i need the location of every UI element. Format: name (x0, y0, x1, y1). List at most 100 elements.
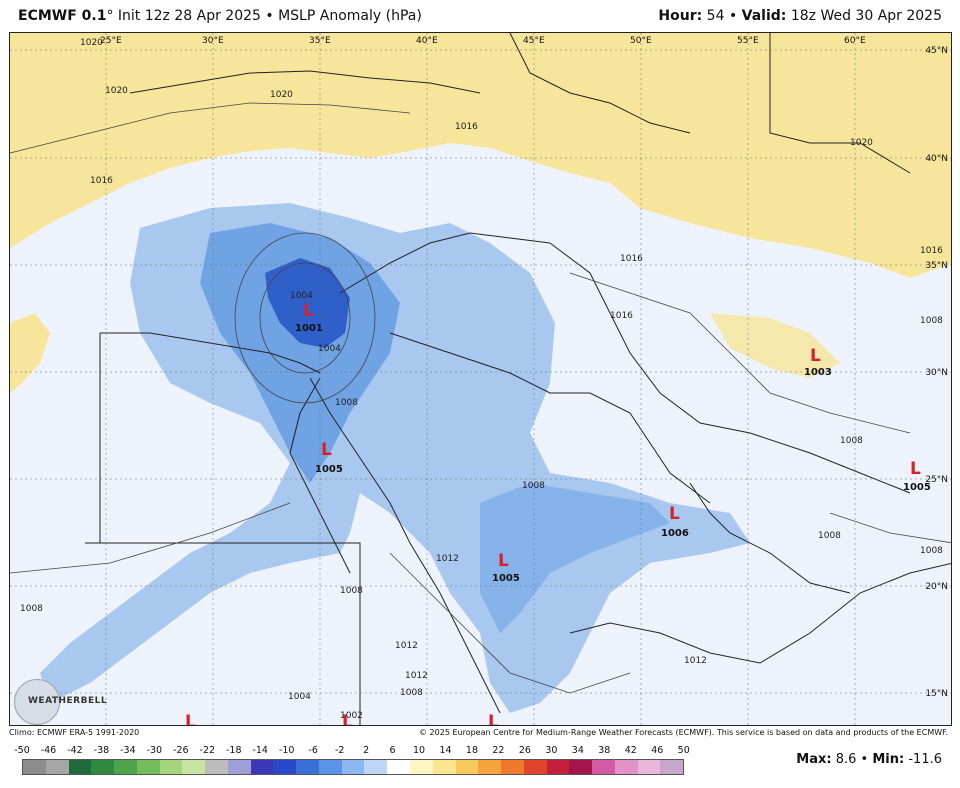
lon-label: 55°E (737, 36, 759, 46)
lon-label: 30°E (202, 36, 224, 46)
isobar-label: 1008 (920, 316, 943, 326)
lat-label: 40°N (925, 154, 948, 164)
header-right: Hour: 54 • Valid: 18z Wed 30 Apr 2025 (658, 8, 942, 24)
valid-value: 18z Wed 30 Apr 2025 (790, 8, 942, 24)
scale-swatch (432, 760, 456, 774)
scale-swatch (68, 760, 92, 774)
scale-swatch (182, 760, 206, 774)
low-value: 1005 (903, 482, 931, 493)
isobar-label: 1012 (436, 554, 459, 564)
isobar-label: 1008 (340, 586, 363, 596)
init-time: Init 12z 28 Apr 2025 (117, 8, 261, 24)
scale-swatch (637, 760, 661, 774)
isobar-label: 1008 (840, 436, 863, 446)
low-pressure-center[interactable]: L 1001 (295, 301, 323, 334)
map-canvas: 25°E 30°E 35°E 40°E 45°E 50°E 55°E 60°E … (10, 33, 951, 726)
isobar-label: 1008 (335, 398, 358, 408)
lat-label: 45°N (925, 46, 948, 56)
negative-anomaly-mid-arabia (480, 483, 670, 633)
lat-label: 30°N (925, 368, 948, 378)
low-pressure-center[interactable]: L 1005 (315, 440, 343, 475)
latitude-labels: 45°N 40°N 35°N 30°N 25°N 20°N 15°N (925, 46, 948, 699)
scale-swatch (341, 760, 365, 774)
scale-swatch (114, 760, 137, 774)
low-pressure-center[interactable]: L 1003 (804, 346, 832, 378)
low-symbol: L (488, 712, 499, 726)
isobar-label: 1016 (90, 176, 113, 186)
isobar-label: 1020 (850, 138, 873, 148)
low-value: 1003 (804, 367, 832, 378)
low-symbol: L (498, 551, 509, 571)
low-value: 1005 (315, 464, 343, 475)
lat-label: 25°N (925, 475, 948, 485)
scale-bar (22, 759, 684, 775)
product-name: MSLP Anomaly (hPa) (278, 8, 422, 24)
color-scale: -50 -46 -42 -38 -34 -30 -26 -22 -18 -14 -10 -6 -2 2 6 1… (14, 745, 690, 775)
low-pressure-center[interactable]: L 1006 (661, 504, 689, 539)
lon-label: 50°E (630, 36, 652, 46)
low-symbol: L (342, 712, 353, 726)
scale-swatch (523, 760, 547, 774)
weatherbell-logo-text: WEATHERBELL (28, 696, 108, 706)
scale-swatch (410, 760, 433, 774)
scale-swatch (387, 760, 411, 774)
lon-label: 25°E (100, 36, 122, 46)
graticule (10, 33, 951, 725)
isobar-label: 1008 (920, 546, 943, 556)
scale-swatch (614, 760, 638, 774)
longitude-labels: 25°E 30°E 35°E 40°E 45°E 50°E 55°E 60°E (100, 36, 866, 46)
negative-anomaly-light (40, 203, 750, 713)
degree-mark: ° (106, 8, 114, 24)
isobar-label: 1020 (105, 86, 128, 96)
isobar-label: 1016 (455, 122, 478, 132)
scale-swatch (91, 760, 115, 774)
max-min-readout: Max: 8.6 • Min: -11.6 (796, 752, 942, 767)
lon-label: 35°E (309, 36, 331, 46)
positive-anomaly-iran (710, 313, 840, 378)
scale-swatch (23, 760, 46, 774)
scale-swatch (159, 760, 183, 774)
low-pressure-center[interactable]: L (342, 712, 353, 726)
low-pressure-center[interactable]: L 1005 (903, 459, 931, 493)
isobar-label: 1002 (340, 711, 363, 721)
max-value: 8.6 (835, 752, 857, 767)
positive-anomaly-west (10, 313, 50, 393)
isobar-label: 1016 (620, 254, 643, 264)
scale-swatch (455, 760, 479, 774)
forecast-map[interactable]: 25°E 30°E 35°E 40°E 45°E 50°E 55°E 60°E … (9, 32, 952, 726)
scale-swatch (318, 760, 342, 774)
scale-swatch (478, 760, 502, 774)
lat-label: 15°N (925, 689, 948, 699)
negative-anomaly-deep (265, 258, 350, 348)
isobar-label: 1012 (395, 641, 418, 651)
low-pressure-center[interactable]: L 1005 (492, 551, 520, 584)
low-pressure-center[interactable]: L (185, 712, 196, 726)
scale-swatch (364, 760, 388, 774)
scale-swatch (569, 760, 593, 774)
scale-swatch (296, 760, 319, 774)
min-value: -11.6 (908, 752, 942, 767)
lon-label: 45°E (523, 36, 545, 46)
isobar-label: 1008 (400, 688, 423, 698)
lon-label: 60°E (844, 36, 866, 46)
low-value: 1006 (661, 528, 689, 539)
isobar-labels: 1020 1020 1020 1020 1016 1016 1016 1016 … (20, 38, 943, 721)
scale-swatch (546, 760, 570, 774)
scale-swatch (205, 760, 228, 774)
isobar-label: 1008 (522, 481, 545, 491)
scale-swatch (250, 760, 274, 774)
model-name: ECMWF 0.1 (18, 8, 107, 24)
scale-swatch (136, 760, 160, 774)
map-header: ECMWF 0.1° Init 12z 28 Apr 2025 • MSLP A… (0, 0, 960, 32)
scale-swatch (660, 760, 684, 774)
isobar-label: 1020 (80, 38, 103, 48)
scale-swatch (227, 760, 251, 774)
scale-ticks: -50 -46 -42 -38 -34 -30 -26 -22 -18 -14 -10 -6 -2 2 6 1… (14, 745, 690, 756)
scale-swatch (592, 760, 615, 774)
low-pressure-center[interactable]: L (488, 712, 499, 726)
isobar-label: 1012 (405, 671, 428, 681)
isobar-label: 1004 (290, 291, 313, 301)
separator-dot: • (265, 8, 274, 24)
low-symbol: L (669, 504, 680, 524)
header-left: ECMWF 0.1° Init 12z 28 Apr 2025 • MSLP A… (18, 8, 422, 24)
